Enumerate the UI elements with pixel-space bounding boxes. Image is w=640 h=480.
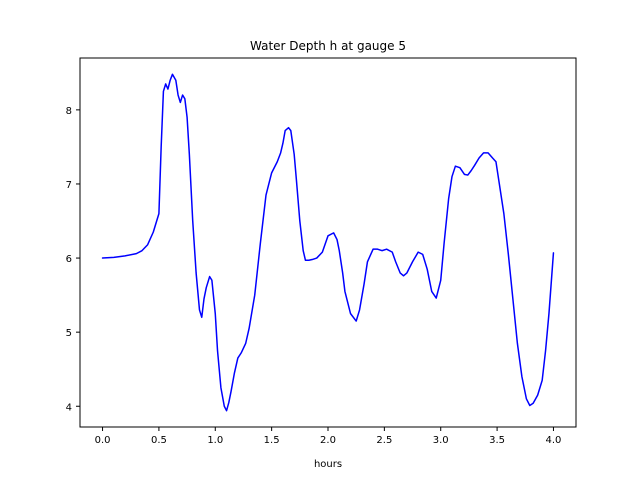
x-tick-label: 4.0 [546, 435, 562, 446]
x-tick-label: 3.5 [489, 435, 505, 446]
x-axis-label: hours [314, 459, 342, 470]
y-axis: 4 5 6 7 8 [66, 106, 80, 413]
x-axis: 0.0 0.5 1.0 1.5 2.0 2.5 3.0 3.5 4.0 [95, 427, 562, 446]
x-tick-label: 2.5 [376, 435, 392, 446]
y-tick-label: 4 [66, 402, 72, 413]
y-tick-label: 8 [66, 106, 72, 117]
x-tick-label: 2.0 [320, 435, 336, 446]
x-tick-label: 0.5 [151, 435, 167, 446]
plot-background [80, 58, 576, 427]
x-tick-label: 3.0 [433, 435, 449, 446]
y-tick-label: 5 [66, 328, 72, 339]
y-tick-label: 7 [66, 180, 72, 191]
chart-title: Water Depth h at gauge 5 [250, 39, 406, 53]
y-tick-label: 6 [66, 254, 72, 265]
x-tick-label: 1.0 [207, 435, 223, 446]
plot-area [80, 58, 576, 427]
series-layer [101, 73, 555, 412]
x-tick-label: 1.5 [264, 435, 280, 446]
x-tick-label: 0.0 [95, 435, 111, 446]
series-line-0 [101, 73, 555, 412]
